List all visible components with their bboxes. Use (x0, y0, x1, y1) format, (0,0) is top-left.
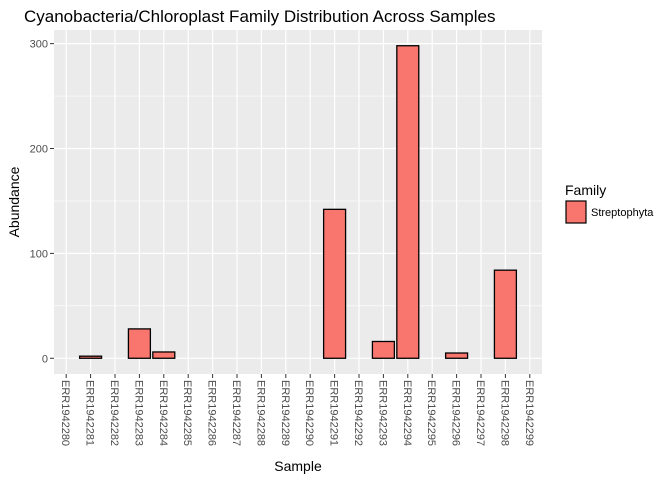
panel-background (54, 30, 542, 374)
y-tick-label: 300 (30, 39, 48, 51)
bar (127, 328, 152, 359)
x-tick-label: ERR1942294 (401, 380, 413, 446)
y-tick-label: 200 (30, 144, 48, 156)
y-tick-label: 100 (30, 248, 48, 260)
x-tick-label: ERR1942287 (230, 380, 242, 446)
bar (396, 45, 420, 359)
x-tick-label: ERR1942299 (523, 380, 535, 446)
x-tick-label: ERR1942285 (181, 380, 193, 446)
x-tick-label: ERR1942288 (254, 380, 266, 446)
x-tick-label: ERR1942298 (498, 380, 510, 446)
bar (493, 269, 518, 359)
x-tick-label: ERR1942297 (474, 380, 486, 446)
bar (78, 355, 103, 359)
x-tick-label: ERR1942281 (84, 380, 96, 446)
x-axis-title: Sample (274, 458, 322, 474)
x-axis: ERR1942280 ERR1942281 ERR1942282 ERR1942283… (59, 374, 535, 446)
x-tick-label: ERR1942296 (450, 380, 462, 446)
chart-title: Cyanobacteria/Chloroplast Family Distrib… (24, 7, 495, 26)
bar (444, 352, 469, 359)
y-axis-title: Abundance (6, 166, 22, 237)
bar (322, 208, 347, 359)
x-tick-label: ERR1942286 (206, 380, 218, 446)
bar (371, 340, 396, 359)
bar (152, 351, 176, 359)
x-tick-label: ERR1942284 (157, 380, 169, 446)
legend-key-streptophyta (565, 200, 587, 224)
bars (78, 45, 518, 359)
x-tick-label: ERR1942289 (279, 380, 291, 446)
x-tick-label: ERR1942282 (108, 380, 120, 446)
x-tick-label: ERR1942291 (328, 380, 340, 446)
legend-label-streptophyta: Streptophyta (591, 207, 654, 219)
y-tick-label: 0 (42, 353, 48, 365)
x-tick-label: ERR1942293 (376, 380, 388, 446)
legend: Family Streptophyta (565, 182, 654, 224)
y-axis: 0 100 200 300 (30, 39, 54, 365)
x-tick-label: ERR1942292 (352, 380, 364, 446)
x-tick-label: ERR1942280 (59, 380, 71, 446)
plot-panel (54, 30, 542, 374)
x-tick-label: ERR1942290 (303, 380, 315, 446)
legend-title: Family (565, 182, 606, 198)
x-tick-label: ERR1942295 (425, 380, 437, 446)
x-tick-label: ERR1942283 (132, 380, 144, 446)
